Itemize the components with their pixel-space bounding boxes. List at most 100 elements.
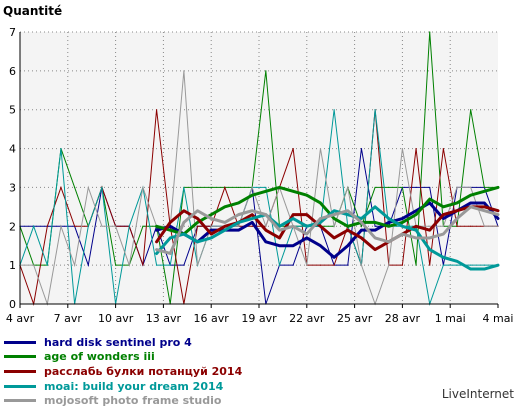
data-point: [74, 186, 76, 189]
y-tick-label: 0: [9, 298, 16, 311]
data-point: [483, 186, 485, 189]
data-point: [155, 264, 158, 266]
data-point: [360, 225, 363, 227]
x-tick-label: 13 avr: [146, 312, 182, 325]
data-point: [319, 147, 322, 150]
chart: Quantité 0 1 2 3 4 5 6 7 4 avr 7 avr 10 avr 13 avr 1…: [3, 4, 514, 325]
data-point: [128, 264, 130, 266]
data-point: [87, 186, 89, 189]
data-point: [442, 264, 444, 266]
data-point: [470, 264, 472, 266]
data-point: [142, 225, 144, 227]
legend: hard disk sentinel pro 4 age of wonders i…: [4, 335, 242, 408]
data-point: [60, 186, 62, 189]
data-point: [155, 109, 158, 111]
data-point: [60, 225, 62, 227]
data-point: [115, 225, 117, 227]
data-point: [101, 225, 103, 227]
legend-label: moai: build your dream 2014: [44, 379, 224, 393]
data-point: [196, 264, 199, 266]
x-tick-label: 22 avr: [289, 312, 325, 325]
tick-labels: 0 1 2 3 4 5 6 7 4 avr 7 avr 10 avr 13 avr 16 avr 19 a…: [6, 26, 514, 325]
data-point: [183, 70, 185, 72]
y-tick-label: 5: [9, 104, 16, 117]
x-tick-label: 25 avr: [337, 312, 373, 325]
y-tick-label: 2: [9, 220, 16, 233]
series-group: [19, 31, 500, 306]
legend-label: расслабь булки потанцуй 2014: [44, 364, 243, 378]
data-point: [442, 225, 444, 227]
data-point: [33, 225, 35, 227]
brand-label: LiveInternet: [441, 387, 514, 401]
data-point: [87, 225, 89, 227]
legend-swatch: [4, 340, 36, 344]
x-tick-label: 4 avr: [6, 312, 35, 325]
legend-swatch: [4, 355, 36, 359]
data-point: [224, 186, 226, 189]
data-point: [183, 264, 185, 266]
data-point: [333, 264, 335, 266]
data-point: [115, 264, 117, 266]
data-point: [360, 264, 363, 266]
data-point: [470, 225, 472, 227]
series-average-line-2: [155, 185, 500, 236]
x-tick-label: 28 avr: [385, 312, 421, 325]
data-point: [347, 186, 349, 189]
legend-swatch: [4, 384, 36, 388]
data-point: [374, 225, 376, 227]
data-point: [74, 264, 76, 266]
data-point: [415, 147, 417, 150]
data-point: [456, 186, 458, 189]
data-point: [388, 186, 390, 189]
data-point: [347, 264, 349, 266]
data-point: [196, 225, 199, 227]
data-point: [360, 147, 363, 150]
data-point: [74, 225, 76, 227]
data-point: [306, 264, 308, 266]
data-point: [333, 225, 335, 227]
data-point: [483, 264, 485, 266]
y-tick-label: 4: [9, 143, 16, 156]
legend-item: расслабь булки потанцуй 2014: [4, 364, 242, 379]
data-point: [388, 264, 390, 266]
y-tick-label: 1: [9, 259, 16, 272]
series-average-line-5: [155, 205, 500, 255]
x-tick-label: 4 mai: [482, 312, 513, 325]
data-point: [196, 186, 199, 189]
legend-label: mojosoft photo frame studio: [44, 394, 222, 408]
data-point: [265, 70, 267, 72]
data-point: [183, 186, 185, 189]
legend-label: hard disk sentinel pro 4: [44, 335, 192, 349]
data-point: [374, 109, 376, 111]
y-tick-label: 7: [9, 26, 16, 39]
data-point: [429, 186, 431, 189]
data-point: [46, 264, 48, 266]
data-point: [33, 264, 35, 266]
data-point: [456, 225, 458, 227]
data-point: [333, 109, 335, 111]
y-axis-label: Quantité: [3, 4, 62, 18]
data-point: [169, 264, 171, 266]
data-point: [101, 186, 103, 189]
data-point: [401, 147, 403, 150]
data-point: [470, 109, 472, 111]
data-point: [251, 225, 253, 227]
data-point: [60, 147, 62, 150]
y-tick-label: 6: [9, 65, 16, 78]
data-point: [142, 264, 144, 266]
data-point: [237, 186, 240, 189]
data-point: [456, 264, 458, 266]
x-tick-label: 16 avr: [194, 312, 230, 325]
legend-item: moai: build your dream 2014: [4, 379, 242, 394]
legend-swatch: [4, 399, 36, 403]
data-point: [415, 186, 417, 189]
data-point: [87, 264, 89, 266]
data-point: [210, 186, 212, 189]
data-point: [278, 264, 281, 266]
data-point: [415, 264, 417, 266]
data-point: [401, 186, 403, 189]
data-point: [292, 147, 294, 150]
y-tick-label: 3: [9, 181, 16, 194]
x-tick-label: 19 avr: [241, 312, 277, 325]
data-point: [292, 264, 294, 266]
